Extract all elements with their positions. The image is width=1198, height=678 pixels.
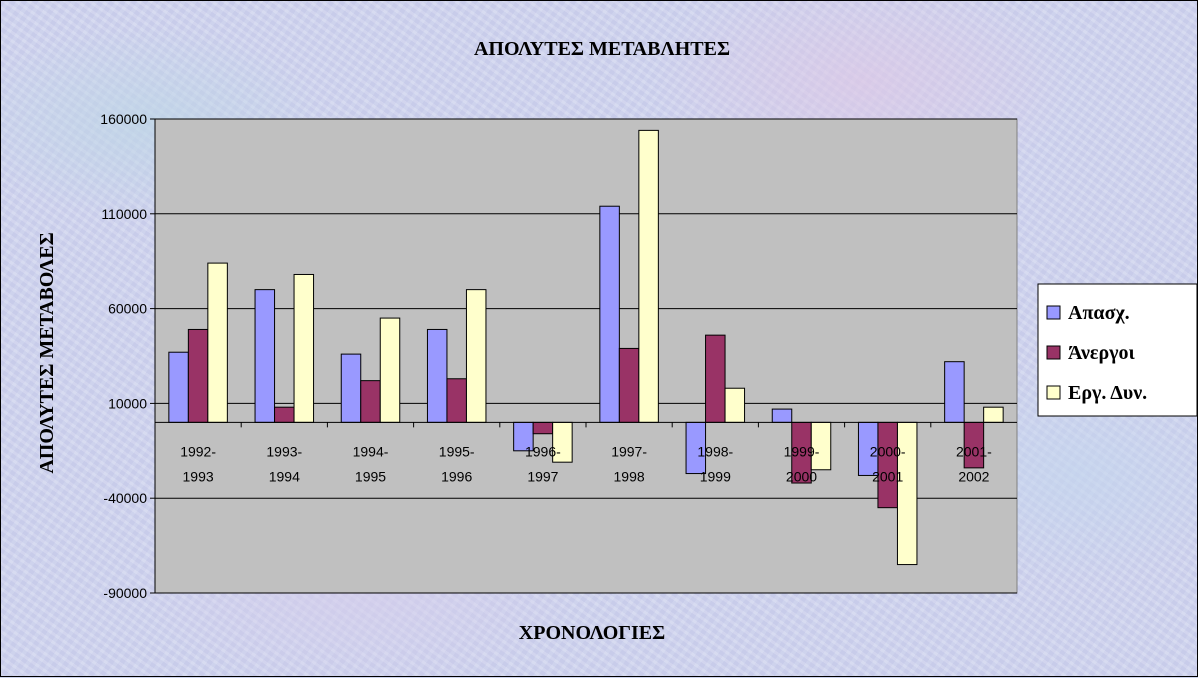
bar-apasch-3 [426,328,448,423]
x-tick-label: 2002 [958,468,989,484]
x-tick-label: 1999 [700,468,731,484]
bar-apasch-9 [944,361,965,423]
bar-erg-dyn-1 [293,273,315,423]
y-tick-label: -90000 [103,585,147,601]
legend-swatch [1046,345,1061,360]
x-tick-label: 1992- [180,443,216,459]
bar-apasch-2 [340,353,362,423]
legend-swatch [1046,305,1061,320]
x-tick-label: 1994 [269,468,300,484]
bar-erg-dyn-6 [724,387,746,423]
x-axis-ticks: 1992- 1993 1993- 1994 1994- 1995 1995- 1996 1996… [154,422,992,484]
bar-apasch-5 [599,205,620,423]
x-tick-label: 1993 [183,468,214,484]
y-tick-label: 10000 [108,395,147,411]
legend-swatch [1046,385,1061,400]
x-tick-label: 1995- [439,443,475,459]
legend-label: Εργ. Δυν. [1068,382,1147,404]
x-tick-label: 2001 [872,468,903,484]
bar-anergoi-0 [187,328,209,423]
x-tick-label: 1999- [784,443,820,459]
bar-anergoi-6 [705,334,726,423]
bars [168,129,1004,566]
bar-apasch-7 [771,408,793,423]
bar-erg-dyn-2 [379,317,401,423]
x-tick-label: 1993- [266,443,302,459]
y-tick-label: 60000 [108,301,147,317]
bar-apasch-0 [168,351,189,423]
x-tick-label: 1997 [527,468,558,484]
x-tick-label: 1998 [614,468,645,484]
y-tick-label: 110000 [101,206,147,222]
bar-anergoi-4 [532,421,554,435]
x-tick-label: 1996- [525,443,561,459]
bar-anergoi-5 [618,347,640,423]
y-axis-title: ΑΠΟΛΥΤΕΣ ΜΕΤΑΒΟΛΕΣ [36,232,58,473]
x-tick-label: 1994- [353,443,389,459]
bar-erg-dyn-0 [207,262,228,423]
x-tick-label: 1997- [611,443,647,459]
legend: Απασχ. Άνεργοι Εργ. Δυν. [1037,283,1198,417]
bar-erg-dyn-3 [465,289,487,423]
y-tick-label: 160000 [100,111,147,127]
legend-label: Άνεργοι [1068,342,1135,364]
x-tick-label: 2001- [956,443,992,459]
bar-anergoi-2 [360,380,381,423]
bar-erg-dyn-9 [983,406,1004,423]
bar-anergoi-3 [446,378,467,423]
legend-box [1037,283,1198,417]
x-tick-label: 1995 [355,468,386,484]
x-axis-title: ΧΡΟΝΟΛΟΓΙΕΣ [519,622,665,644]
chart-title: ΑΠΟΛΥΤΕΣ ΜΕΤΑΒΛΗΤΕΣ [474,38,730,60]
bar-apasch-1 [254,289,276,423]
x-tick-label: 1998- [697,443,733,459]
x-tick-label: 2000 [786,468,817,484]
y-tick-label: -40000 [103,490,147,506]
legend-label: Απασχ. [1068,302,1130,324]
bar-erg-dyn-5 [638,129,659,423]
bar-anergoi-1 [274,406,295,423]
plot-area [154,118,1018,594]
y-axis-ticks: 160000 110000 60000 10000 -40000 -90000 [100,111,155,601]
x-tick-label: 2000- [870,443,906,459]
bar-anergoi-8 [877,421,898,509]
x-tick-label: 1996 [441,468,472,484]
